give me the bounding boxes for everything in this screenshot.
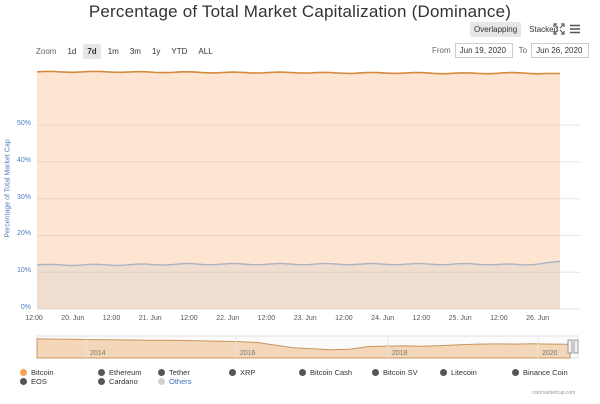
legend-item-others[interactable]: Others bbox=[158, 377, 192, 386]
y-tick-label: 40% bbox=[16, 156, 31, 164]
y-tick-label: 30% bbox=[16, 193, 31, 201]
zoom-controls: Zoom 1d 7d 1m 3m 1y YTD ALL bbox=[36, 44, 217, 59]
legend-marker bbox=[20, 378, 27, 385]
legend-marker bbox=[512, 369, 519, 376]
legend-item-ethereum[interactable]: Ethereum bbox=[98, 368, 142, 377]
navigator-label: 2016 bbox=[240, 350, 256, 357]
zoom-label: Zoom bbox=[36, 47, 57, 56]
navigator-label: 2020 bbox=[542, 350, 558, 357]
to-date-input[interactable]: Jun 26, 2020 bbox=[531, 43, 590, 58]
zoom-1y-button[interactable]: 1y bbox=[151, 47, 161, 56]
x-tick-label: 12:00 bbox=[335, 315, 353, 322]
chart-title: Percentage of Total Market Capitalizatio… bbox=[88, 2, 512, 21]
legend-item-cardano[interactable]: Cardano bbox=[98, 377, 138, 386]
x-tick-label: 24. Jun bbox=[371, 315, 395, 322]
x-tick-label: 12:00 bbox=[412, 315, 431, 322]
navigator bbox=[36, 335, 579, 359]
stacked-button[interactable]: Stacked bbox=[529, 25, 559, 34]
legend-item-xrp[interactable]: XRP bbox=[229, 368, 255, 377]
navigator-label: 2014 bbox=[90, 350, 106, 357]
legend-label: Binance Coin bbox=[523, 368, 568, 377]
legend-marker bbox=[158, 369, 165, 376]
x-tick-label: 21. Jun bbox=[138, 315, 162, 322]
zoom-all-button[interactable]: ALL bbox=[198, 47, 213, 56]
legend-marker bbox=[20, 369, 27, 376]
zoom-1m-button[interactable]: 1m bbox=[107, 47, 119, 56]
series-line-others bbox=[36, 260, 561, 267]
legend-item-tether[interactable]: Tether bbox=[158, 368, 190, 377]
legend-label: Bitcoin bbox=[31, 368, 54, 377]
series-line-bitcoin bbox=[36, 70, 561, 75]
legend-item-bitcoin-cash[interactable]: Bitcoin Cash bbox=[299, 368, 352, 377]
legend-item-litecoin[interactable]: Litecoin bbox=[440, 368, 477, 377]
x-tick-label: 12:00 bbox=[25, 315, 43, 322]
legend-marker bbox=[229, 369, 236, 376]
view-toggle: Overlapping Stacked bbox=[470, 22, 562, 37]
y-tick-label: 10% bbox=[16, 267, 31, 275]
legend-label: Tether bbox=[169, 368, 190, 377]
legend-label: Ethereum bbox=[109, 368, 142, 377]
legend-label: Bitcoin SV bbox=[383, 368, 418, 377]
navigator-handle-left[interactable] bbox=[567, 339, 573, 354]
legend-label: Cardano bbox=[109, 377, 138, 386]
x-tick-label: 12:00 bbox=[257, 315, 276, 322]
x-tick-label: 22. Jun bbox=[216, 315, 240, 322]
zoom-3m-button[interactable]: 3m bbox=[129, 47, 141, 56]
zoom-7d-button[interactable]: 7d bbox=[83, 44, 101, 59]
legend-marker bbox=[299, 369, 306, 376]
x-tick-label: 23. Jun bbox=[293, 315, 317, 322]
zoom-ytd-button[interactable]: YTD bbox=[171, 47, 188, 56]
fullscreen-icon[interactable] bbox=[553, 23, 565, 35]
x-tick-label: 12:00 bbox=[102, 315, 121, 322]
to-label: To bbox=[518, 46, 528, 55]
from-label: From bbox=[432, 46, 451, 55]
x-tick-label: 25. Jun bbox=[448, 315, 472, 322]
legend-item-eos[interactable]: EOS bbox=[20, 377, 47, 386]
legend-marker bbox=[440, 369, 447, 376]
menu-icon[interactable] bbox=[569, 23, 581, 35]
legend-label: Others bbox=[169, 377, 192, 386]
y-tick-label: 20% bbox=[16, 230, 31, 238]
x-tick-label: 26. Jun bbox=[526, 315, 550, 322]
legend-item-bitcoin[interactable]: Bitcoin bbox=[20, 368, 54, 377]
legend-marker bbox=[158, 378, 165, 385]
credit-text: coinmarketcap.com bbox=[532, 390, 576, 396]
series-area-bitcoin bbox=[37, 71, 560, 310]
navigator-series bbox=[36, 338, 571, 359]
y-tick-label: 50% bbox=[16, 120, 31, 128]
navigator-handle-right[interactable] bbox=[573, 339, 579, 354]
x-tick-label: 20. Jun bbox=[61, 315, 85, 322]
legend-label: EOS bbox=[31, 377, 47, 386]
plot-area bbox=[37, 70, 560, 309]
x-tick-label: 12:00 bbox=[490, 315, 508, 322]
legend-marker bbox=[98, 369, 105, 376]
zoom-1d-button[interactable]: 1d bbox=[67, 47, 77, 56]
legend-marker bbox=[372, 369, 379, 376]
legend-label: Litecoin bbox=[451, 368, 477, 377]
y-tick-label: 0% bbox=[20, 304, 31, 311]
legend-label: XRP bbox=[240, 368, 256, 377]
from-date-input[interactable]: Jun 19, 2020 bbox=[454, 43, 513, 58]
legend-marker bbox=[98, 378, 105, 385]
date-range: From Jun 19, 2020 To Jun 26, 2020 bbox=[432, 43, 595, 58]
legend-label: Bitcoin Cash bbox=[310, 368, 353, 377]
series-area-others bbox=[37, 261, 560, 309]
x-tick-label: 12:00 bbox=[180, 315, 198, 322]
legend-item-bitcoin-sv[interactable]: Bitcoin SV bbox=[372, 368, 418, 377]
navigator-label: 2018 bbox=[392, 350, 408, 357]
overlapping-button[interactable]: Overlapping bbox=[470, 22, 522, 37]
legend-item-binance-coin[interactable]: Binance Coin bbox=[512, 368, 568, 377]
